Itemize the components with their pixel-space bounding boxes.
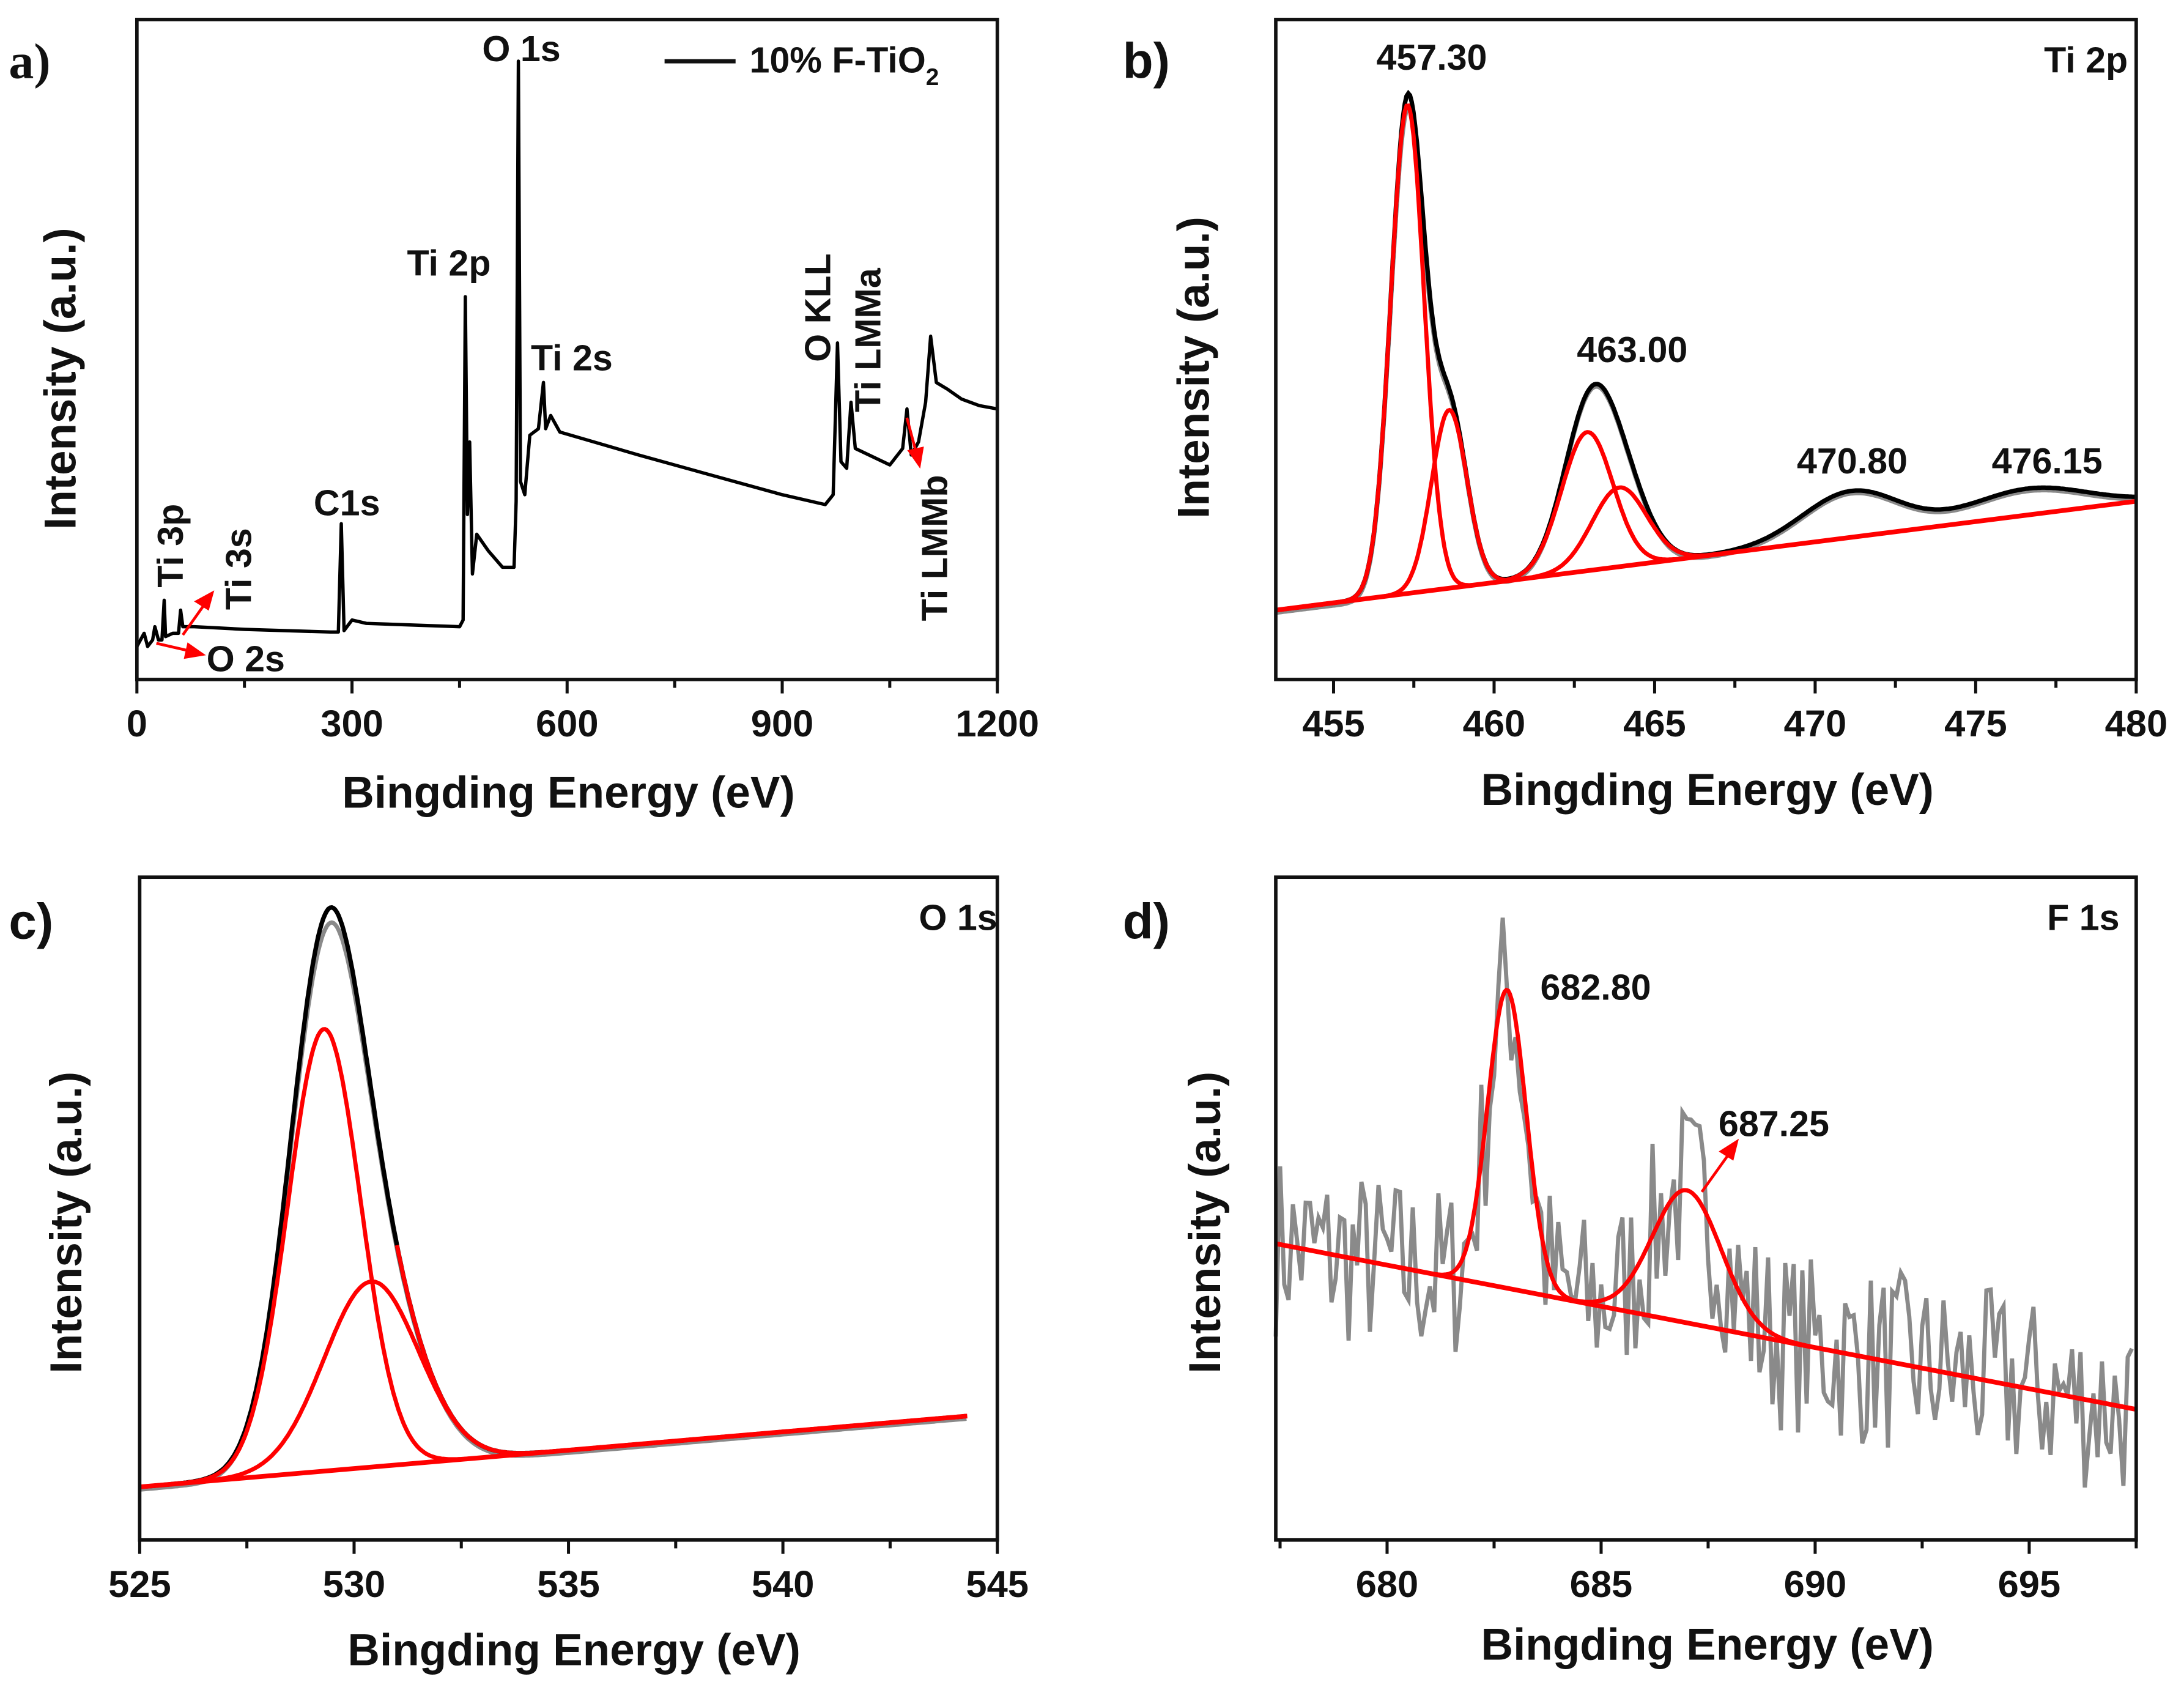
annotation-ti3p: Ti 3p — [150, 504, 191, 588]
fit-component-peak — [1338, 103, 1478, 604]
x-tick-label: 525 — [108, 1563, 171, 1606]
legend-label: 10% F-TiO2 — [749, 39, 939, 90]
fit-envelope-line — [139, 905, 967, 1489]
raw-data-line — [1275, 104, 2136, 615]
x-tick-label: 535 — [537, 1563, 600, 1606]
panel-b-ti2p: b) Ti 2p 457.30 463.00 470.80 476.15 Int… — [1123, 18, 2168, 815]
series-line-survey — [135, 59, 998, 648]
annotation-ti2p: Ti 2p — [407, 243, 490, 284]
x-tick-label: 460 — [1463, 703, 1526, 745]
panel-letter-b: b) — [1123, 33, 1170, 89]
raw-data-line — [139, 920, 967, 1492]
fit-component-peak — [170, 1027, 476, 1487]
arrow-head — [907, 446, 924, 469]
x-axis-label-a: Bingding Energy (eV) — [342, 768, 794, 817]
peak-label: 476.15 — [1992, 440, 2103, 481]
frame-d — [1274, 875, 2138, 1542]
plot-area-c — [139, 905, 968, 1492]
peak-label: 457.30 — [1376, 37, 1487, 78]
x-tick-label: 465 — [1623, 703, 1686, 745]
y-axis-label-a: Intensity (a.u.) — [36, 228, 86, 530]
arrow-head — [183, 642, 206, 659]
fit-component-peak — [1480, 430, 1695, 587]
x-tick-label: 455 — [1302, 703, 1365, 745]
frame-b — [1274, 18, 2138, 681]
y-axis-label-d: Intensity (a.u.) — [1180, 1072, 1230, 1374]
fit-baseline-line — [1275, 498, 2137, 613]
y-axis-label-c: Intensity (a.u.) — [42, 1072, 91, 1374]
panel-a-survey: a) 10% F-TiO2 O 1s Ti 2p Ti 2s C1s Ti 3p… — [9, 18, 1039, 817]
panel-title-d: F 1s — [2047, 897, 2119, 938]
x-tick-label: 530 — [323, 1563, 386, 1606]
peak-label: 463.00 — [1577, 329, 1687, 370]
x-tick-label: 300 — [320, 703, 383, 745]
x-tick-label: 0 — [127, 703, 147, 745]
fit-component-peak — [1375, 407, 1524, 600]
x-tick-label: 680 — [1356, 1563, 1419, 1606]
x-tick-label: 1200 — [955, 703, 1039, 745]
plot-area-a — [135, 59, 998, 648]
x-tick-label: 480 — [2105, 703, 2168, 745]
fit-component-peak — [1542, 1188, 1830, 1353]
annotation-o2s: O 2s — [207, 638, 285, 679]
x-tick-label: 540 — [752, 1563, 815, 1606]
x-tick-label: 600 — [536, 703, 599, 745]
arrow-head — [1719, 1138, 1739, 1161]
x-tick-label: 685 — [1570, 1563, 1633, 1606]
annotation-okll: O KLL — [798, 253, 838, 362]
annotation-c1s: C1s — [314, 482, 380, 523]
arrow-687 — [1700, 1138, 1739, 1193]
panel-letter-c: c) — [9, 894, 53, 949]
arrow-ti3s — [182, 601, 208, 636]
x-tick-label: 900 — [751, 703, 814, 745]
plot-area-d — [1273, 917, 2137, 1488]
arrow-head — [194, 590, 215, 611]
fit-component-peak — [1426, 987, 1588, 1306]
annotation-ti-lmma: Ti LMMa — [847, 267, 888, 412]
peak-label: 687.25 — [1719, 1103, 1829, 1144]
annotation-ti2s: Ti 2s — [531, 338, 613, 379]
x-tick-label: 475 — [1944, 703, 2007, 745]
peak-label: 682.80 — [1541, 967, 1651, 1008]
raw-data-line — [1273, 917, 2134, 1488]
x-axis-label-c: Bingding Energy (eV) — [347, 1626, 800, 1675]
x-axis-label-b: Bingding Energy (eV) — [1481, 765, 1933, 815]
y-axis-label-b: Intensity (a.u.) — [1169, 217, 1219, 519]
arrow-ti-lmmb — [905, 417, 918, 454]
fit-baseline-line — [139, 1413, 968, 1489]
annotation-ti-lmmb: Ti LMMb — [914, 475, 955, 621]
panel-letter-d: d) — [1123, 894, 1170, 949]
x-tick-label: 690 — [1784, 1563, 1847, 1606]
x-axis-label-d: Bingding Energy (eV) — [1481, 1620, 1933, 1670]
panel-letter-a: a) — [9, 33, 50, 89]
peak-label: 470.80 — [1797, 440, 1908, 481]
annotation-arrows-a — [156, 417, 924, 659]
plot-area-b — [1275, 89, 2137, 615]
panel-c-o1s: c) O 1s Intensity (a.u.) Bingding Energy… — [9, 875, 1029, 1675]
panel-title-b: Ti 2p — [2044, 39, 2128, 80]
x-tick-label: 695 — [1998, 1563, 2061, 1606]
panel-title-c: O 1s — [919, 897, 997, 938]
panel-d-f1s: d) F 1s 682.80 687.25 Intensity (a.u.) B… — [1123, 875, 2138, 1670]
fit-envelope-line — [1275, 89, 2136, 613]
annotation-ti3s: Ti 3s — [218, 528, 259, 610]
annotation-o1s: O 1s — [482, 28, 560, 69]
fit-baseline-line — [1275, 1241, 2137, 1412]
frame-c — [138, 875, 999, 1542]
arrow-line — [1700, 1152, 1731, 1193]
x-tick-label: 470 — [1784, 703, 1847, 745]
x-tick-label: 545 — [966, 1563, 1029, 1606]
